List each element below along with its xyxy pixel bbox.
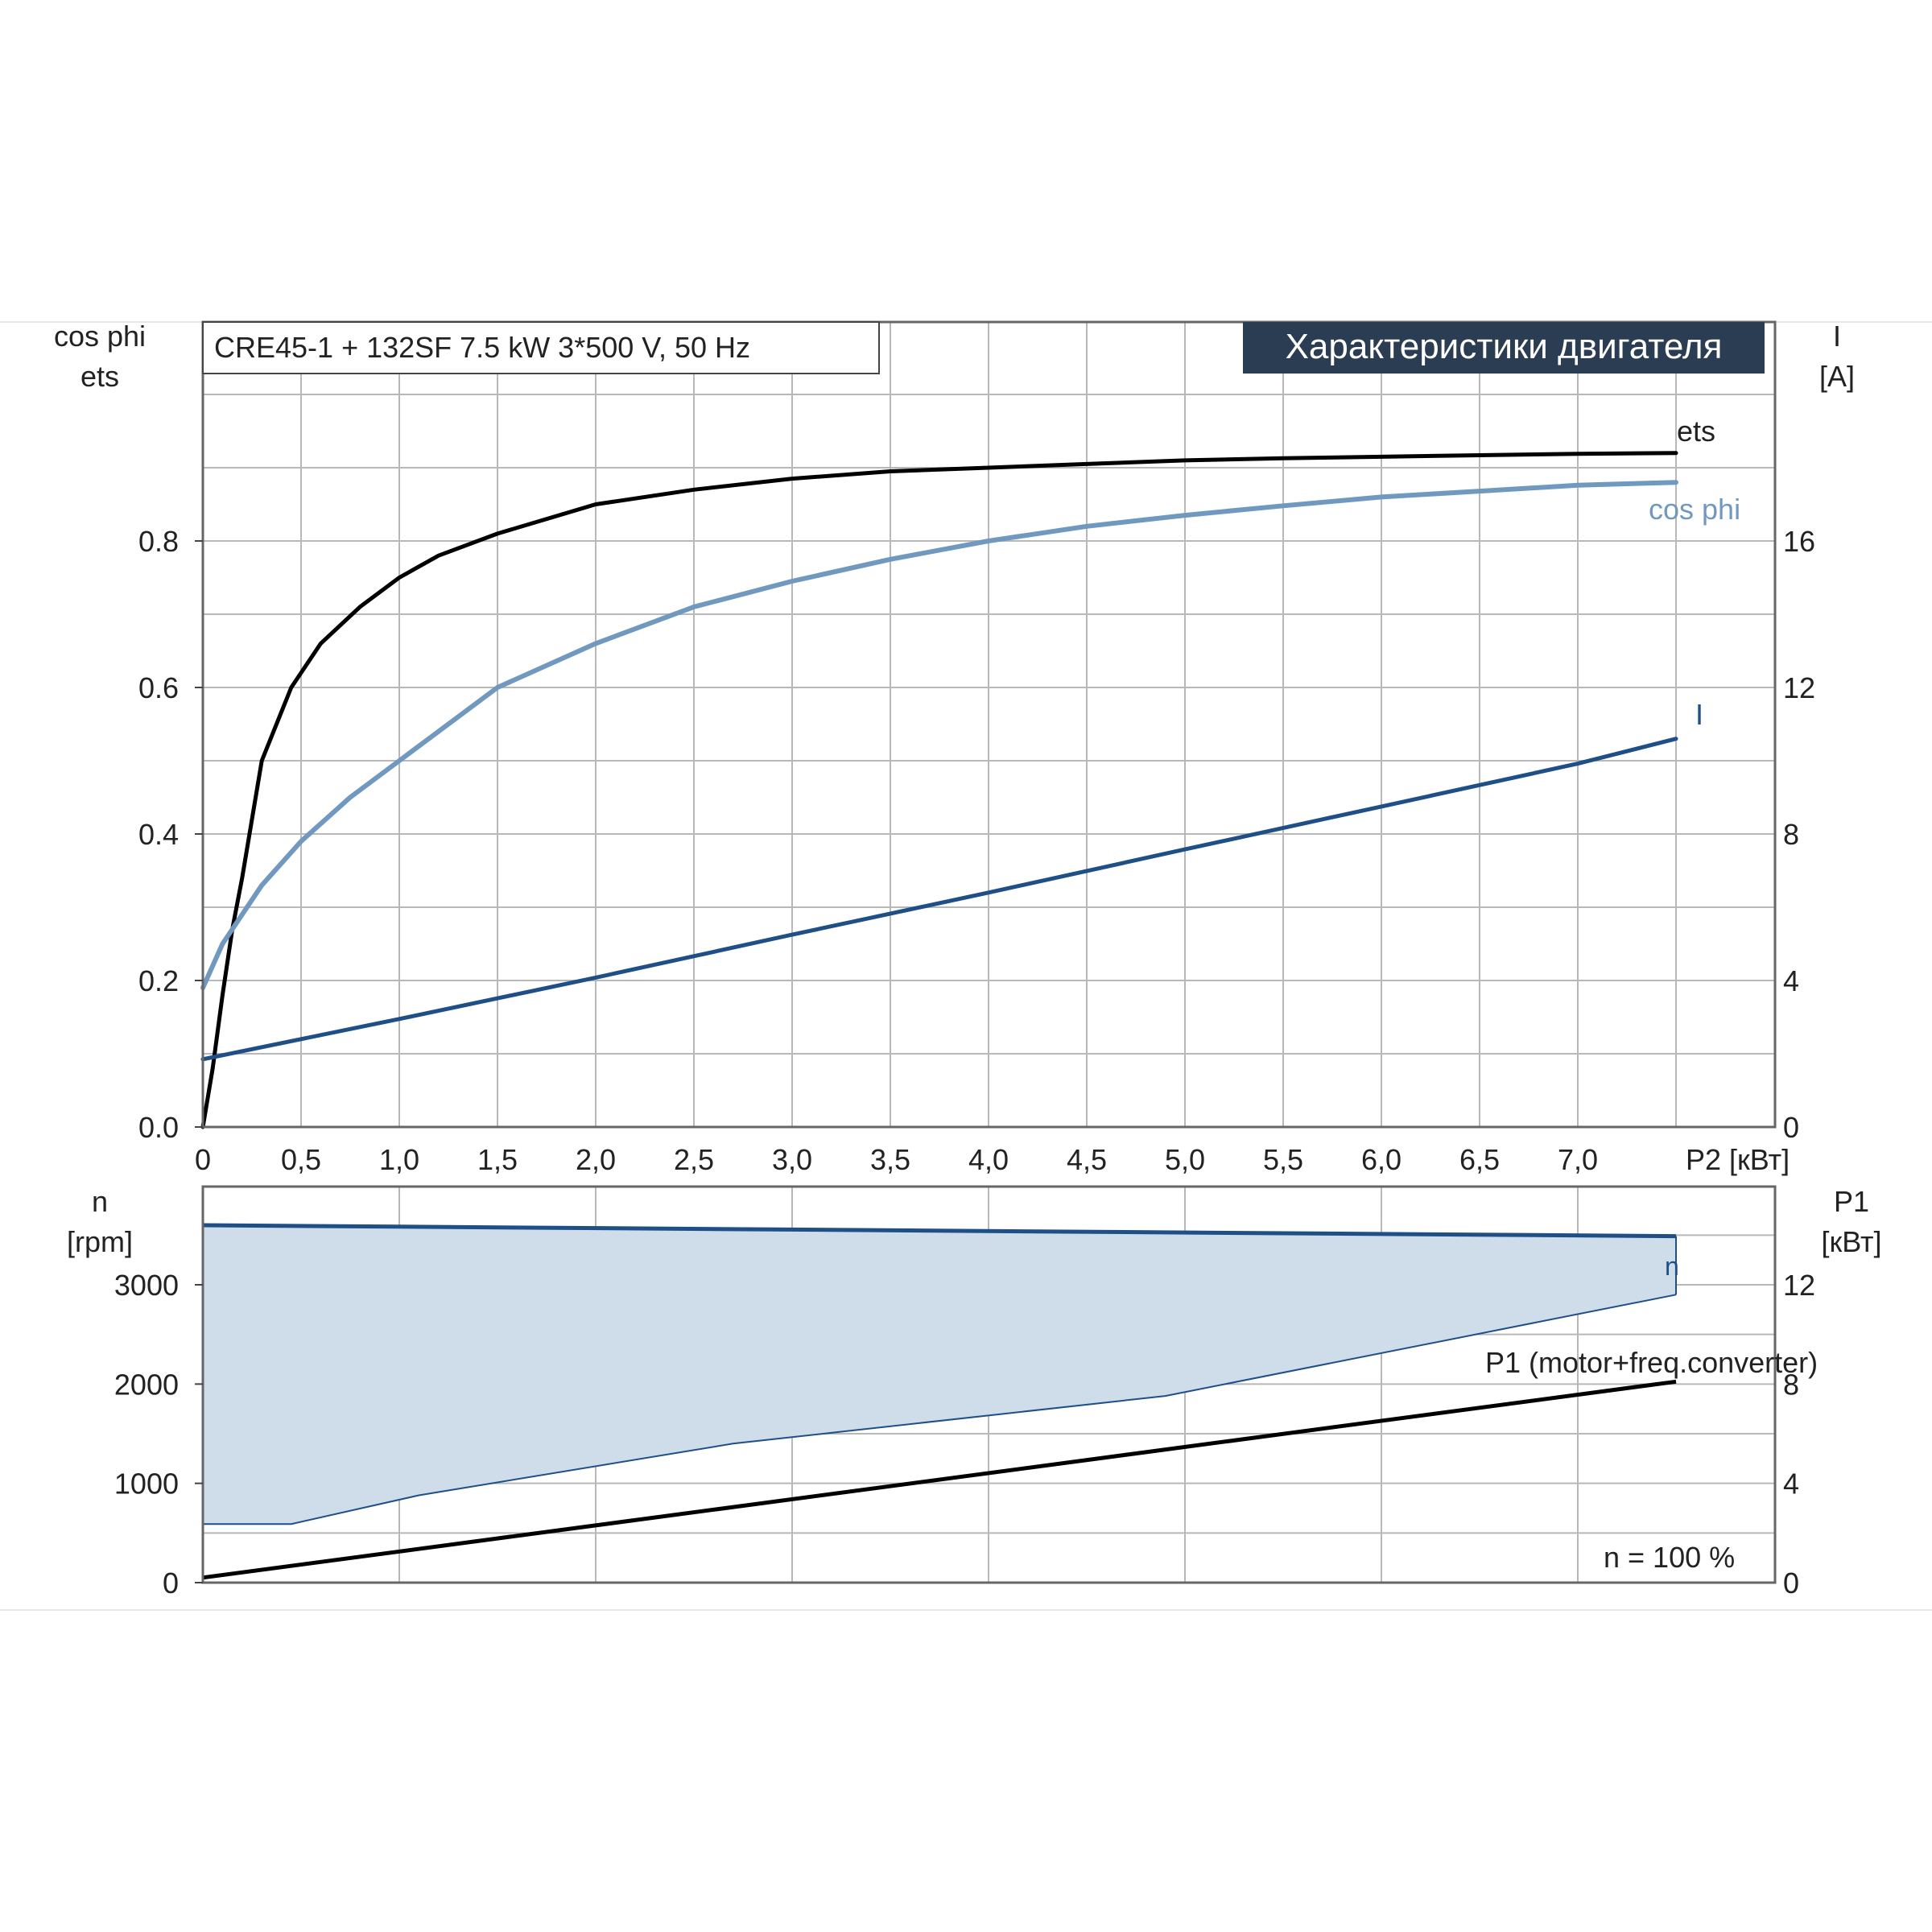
chart-title: Характеристики двигателя [1286,327,1723,366]
y-left-tick-label: 0.0 [138,1111,179,1144]
series-ets-line [200,451,1678,1129]
bottom-y-right-tick-label: 0 [1783,1567,1799,1600]
y-right-tick-label: 8 [1783,818,1799,851]
x-tick-label: 7,0 [1558,1143,1598,1176]
y-left-tick-label: 0.8 [138,525,179,558]
x-tick-label: 2,5 [674,1143,714,1176]
curve-label-cos-phi: cos phi [1649,493,1740,526]
x-tick-label: 3,5 [870,1143,910,1176]
series-cos-phi-line [200,480,1678,991]
bottom-y-left-tick-label: 3000 [114,1269,179,1302]
model-label: CRE45-1 + 132SF 7.5 kW 3*500 V, 50 Hz [214,331,750,364]
bottom-right-axis-title-kw: [кВт] [1821,1225,1881,1258]
y-left-tick-label: 0.4 [138,818,179,851]
bottom-y-right-tick-label: 4 [1783,1468,1799,1501]
right-axis-title-a: [A] [1819,360,1855,393]
x-tick-label: 6,5 [1459,1143,1500,1176]
bottom-y-right-tick-label: 12 [1783,1269,1815,1302]
y-right-tick-label: 4 [1783,964,1799,997]
series-i-line [200,737,1678,1062]
x-tick-label: 3,0 [772,1143,812,1176]
x-axis-title: P2 [кВт] [1686,1143,1790,1176]
right-axis-title-i: I [1833,320,1841,353]
left-axis-title-cos-phi: cos phi [54,320,146,353]
series-n-line [202,1223,1677,1239]
left-axis-title-ets: ets [80,360,119,393]
bottom-left-axis-title-n: n [92,1185,108,1218]
top-series [200,451,1678,1129]
series-n-min-line [203,1294,1677,1525]
bottom-y-left-tick-label: 0 [163,1567,179,1600]
y-right-tick-label: 0 [1783,1111,1799,1144]
title-box [1243,322,1765,374]
model-box [202,321,880,374]
bottom-tick-labels: 0 1000 2000 3000 0 4 8 12 [114,1269,1815,1600]
x-tick-label: 0 [195,1143,211,1176]
y-right-tick-label: 16 [1783,525,1815,558]
y-right-tick-label: 12 [1783,671,1815,704]
bottom-y-right-tick-label: 8 [1783,1368,1799,1401]
x-tick-label: 1,0 [379,1143,419,1176]
x-tick-label: 2,0 [576,1143,616,1176]
curve-label-n: n [1665,1252,1679,1281]
x-tick-label: 0,5 [281,1143,321,1176]
x-tick-label: 6,0 [1361,1143,1402,1176]
y-left-tick-label: 0.2 [138,964,179,997]
bottom-series [202,1223,1677,1580]
bottom-y-left-tick-label: 1000 [114,1468,179,1501]
top-tick-labels: 0 0,5 1,0 1,5 2,0 2,5 3,0 3,5 4,0 4,5 5,0 5,5 6,0 6,5… [138,525,1815,1176]
top-grid [203,322,1775,1127]
y-left-tick-label: 0.6 [138,671,179,704]
x-tick-label: 5,0 [1165,1143,1205,1176]
speed-note: n = 100 % [1604,1541,1735,1574]
x-tick-label: 5,5 [1263,1143,1303,1176]
bottom-left-axis-title-rpm: [rpm] [67,1225,133,1258]
curve-label-i: I [1695,698,1703,731]
bottom-right-axis-title-p1: P1 [1834,1185,1869,1218]
x-tick-label: 4,5 [1067,1143,1107,1176]
top-plot-frame [201,320,1777,1129]
bottom-y-left-tick-label: 2000 [114,1368,179,1401]
curve-label-p1: P1 (motor+freq.converter) [1485,1346,1818,1379]
x-tick-label: 4,0 [968,1143,1009,1176]
series-p1-line [202,1379,1677,1580]
speed-range-area [203,1225,1676,1525]
x-tick-label: 1,5 [477,1143,518,1176]
curve-label-ets: ets [1677,415,1715,448]
